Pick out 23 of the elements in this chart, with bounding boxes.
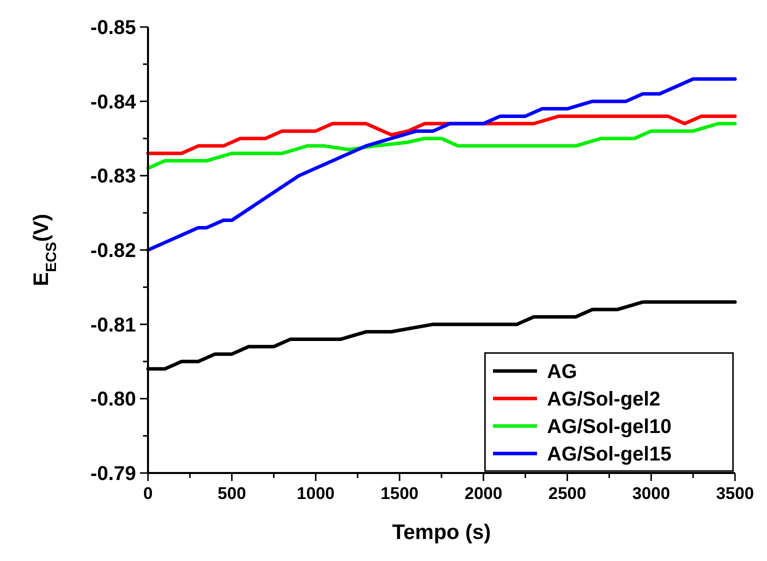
- x-tick-label: 2500: [548, 484, 586, 503]
- y-tick-label: -0.84: [90, 91, 137, 114]
- legend-label: AG: [547, 361, 577, 383]
- x-axis-title: Tempo (s): [392, 521, 491, 544]
- y-tick-label: -0.80: [90, 388, 136, 411]
- legend-label: AG/Sol-gel15: [547, 444, 672, 466]
- line-series: [146, 77, 737, 252]
- line-series: [146, 122, 737, 170]
- x-tick-label: 3500: [716, 484, 754, 503]
- x-tick-label: 1000: [296, 484, 335, 503]
- x-tick-label: 0: [143, 484, 153, 503]
- legend-label: AG/Sol-gel2: [547, 388, 660, 410]
- y-tick-label: -0.79: [90, 463, 136, 485]
- x-tick-label: 1500: [380, 484, 418, 503]
- x-tick-label: 500: [218, 484, 246, 503]
- x-tick-label: 2000: [464, 484, 502, 503]
- legend-label: AG/Sol-gel10: [547, 416, 672, 438]
- y-tick-label: -0.85: [90, 17, 136, 39]
- y-tick-label: -0.81: [90, 314, 136, 336]
- y-tick-label: -0.82: [90, 240, 136, 262]
- x-tick-label: 3000: [632, 484, 670, 503]
- line-series: [146, 114, 737, 156]
- y-tick-label: -0.83: [90, 166, 136, 188]
